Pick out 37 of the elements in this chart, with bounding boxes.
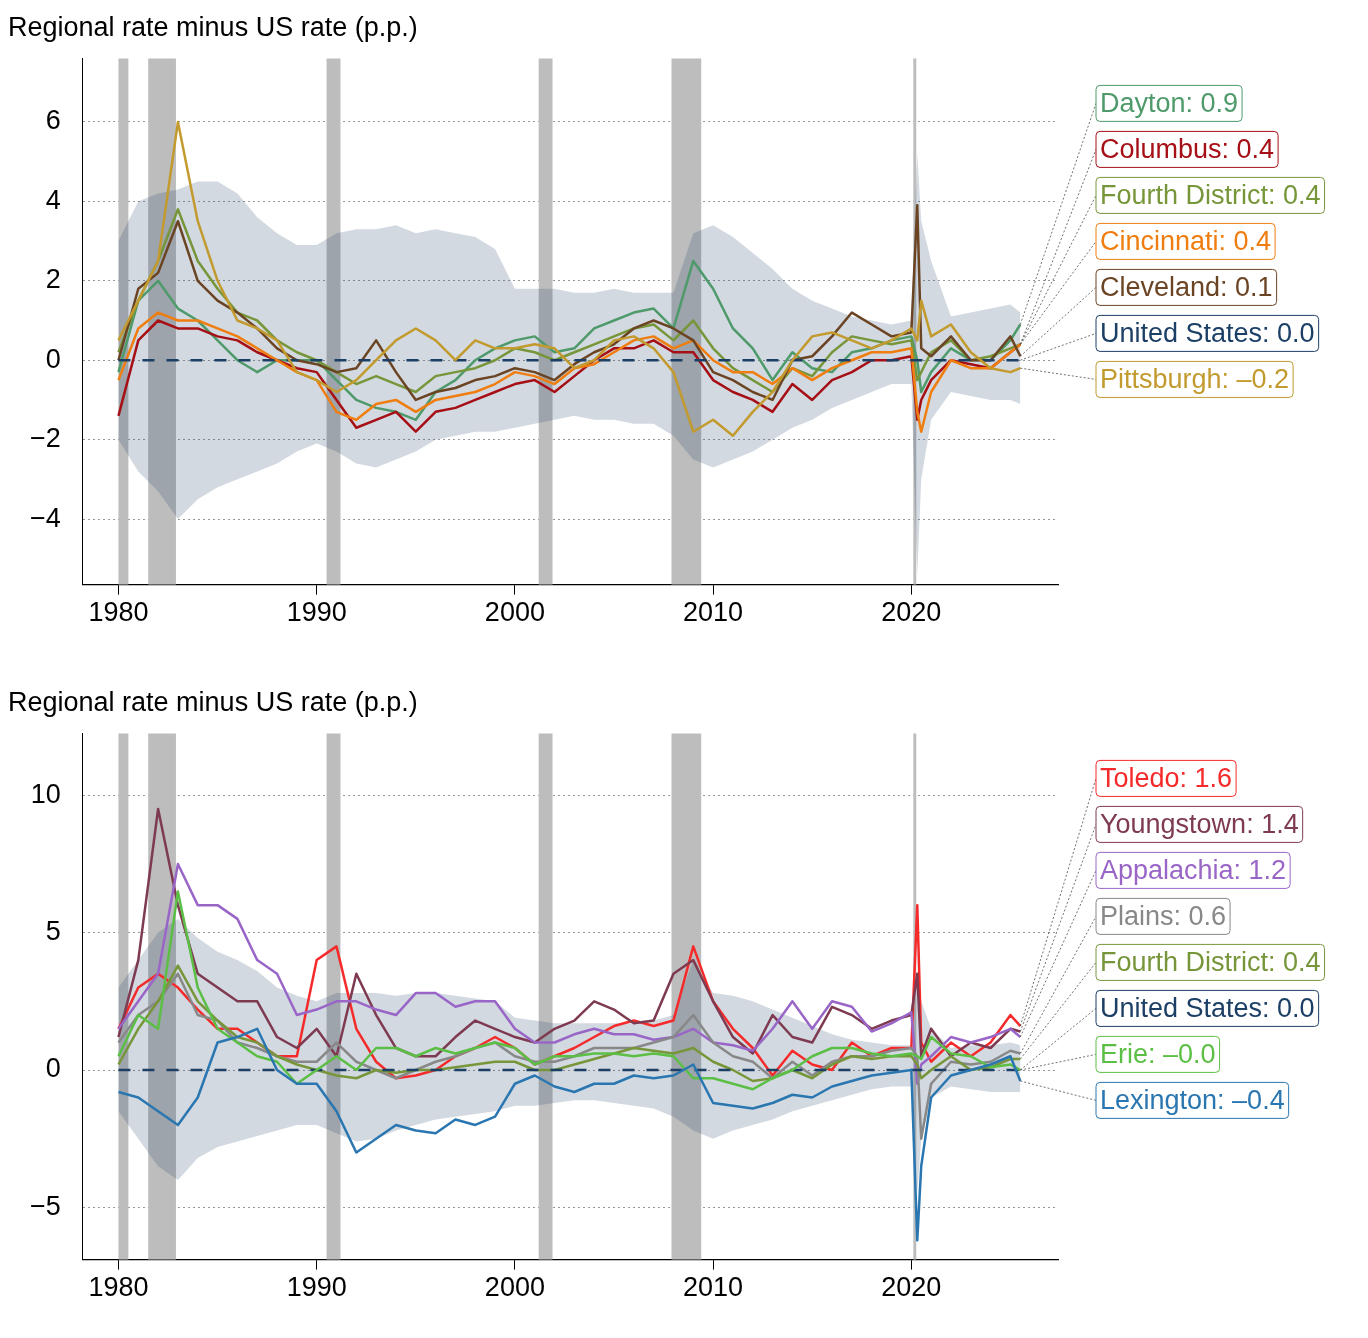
y-tick-label: −4	[29, 502, 61, 533]
x-tick-label: 2020	[881, 1272, 942, 1303]
text: Youngstown: 1.4	[1100, 808, 1299, 839]
text: Lexington: –0.4	[1100, 1084, 1285, 1115]
text: Appalachia: 1.2	[1100, 854, 1287, 885]
x-tick-label: 2010	[683, 597, 744, 628]
x-tick-label: 1980	[88, 1272, 149, 1303]
x-tick-label: 1990	[286, 597, 347, 628]
y-tick-label: 0	[45, 343, 61, 374]
text: United States: 0.0	[1100, 992, 1315, 1023]
chart-title: Regional rate minus US rate (p.p.)	[8, 11, 418, 42]
y-tick-label: 6	[45, 105, 61, 136]
text: Cincinnati: 0.4	[1100, 225, 1272, 256]
text: Erie: –0.0	[1100, 1038, 1216, 1069]
text: Columbus: 0.4	[1100, 133, 1275, 164]
text: Dayton: 0.9	[1100, 87, 1239, 118]
chart-title: Regional rate minus US rate (p.p.)	[8, 686, 418, 717]
x-tick-label: 2000	[484, 597, 545, 628]
text: United States: 0.0	[1100, 317, 1315, 348]
y-tick-label: 0	[45, 1053, 61, 1084]
y-tick-label: 5	[45, 916, 61, 947]
y-tick-label: −2	[29, 423, 61, 454]
text: Toledo: 1.6	[1100, 762, 1233, 793]
y-tick-label: 2	[45, 264, 61, 295]
y-tick-label: 10	[30, 778, 61, 809]
text: Cleveland: 0.1	[1100, 271, 1273, 302]
x-tick-label: 2000	[484, 1272, 545, 1303]
text: Fourth District: 0.4	[1100, 946, 1321, 977]
x-tick-label: 1990	[286, 1272, 347, 1303]
text: Pittsburgh: –0.2	[1100, 363, 1290, 394]
text: Plains: 0.6	[1100, 900, 1227, 931]
y-tick-label: 4	[45, 184, 61, 215]
x-tick-label: 1980	[88, 597, 149, 628]
x-tick-label: 2010	[683, 1272, 744, 1303]
y-tick-label: −5	[29, 1190, 61, 1221]
x-tick-label: 2020	[881, 597, 942, 628]
text: Fourth District: 0.4	[1100, 179, 1321, 210]
